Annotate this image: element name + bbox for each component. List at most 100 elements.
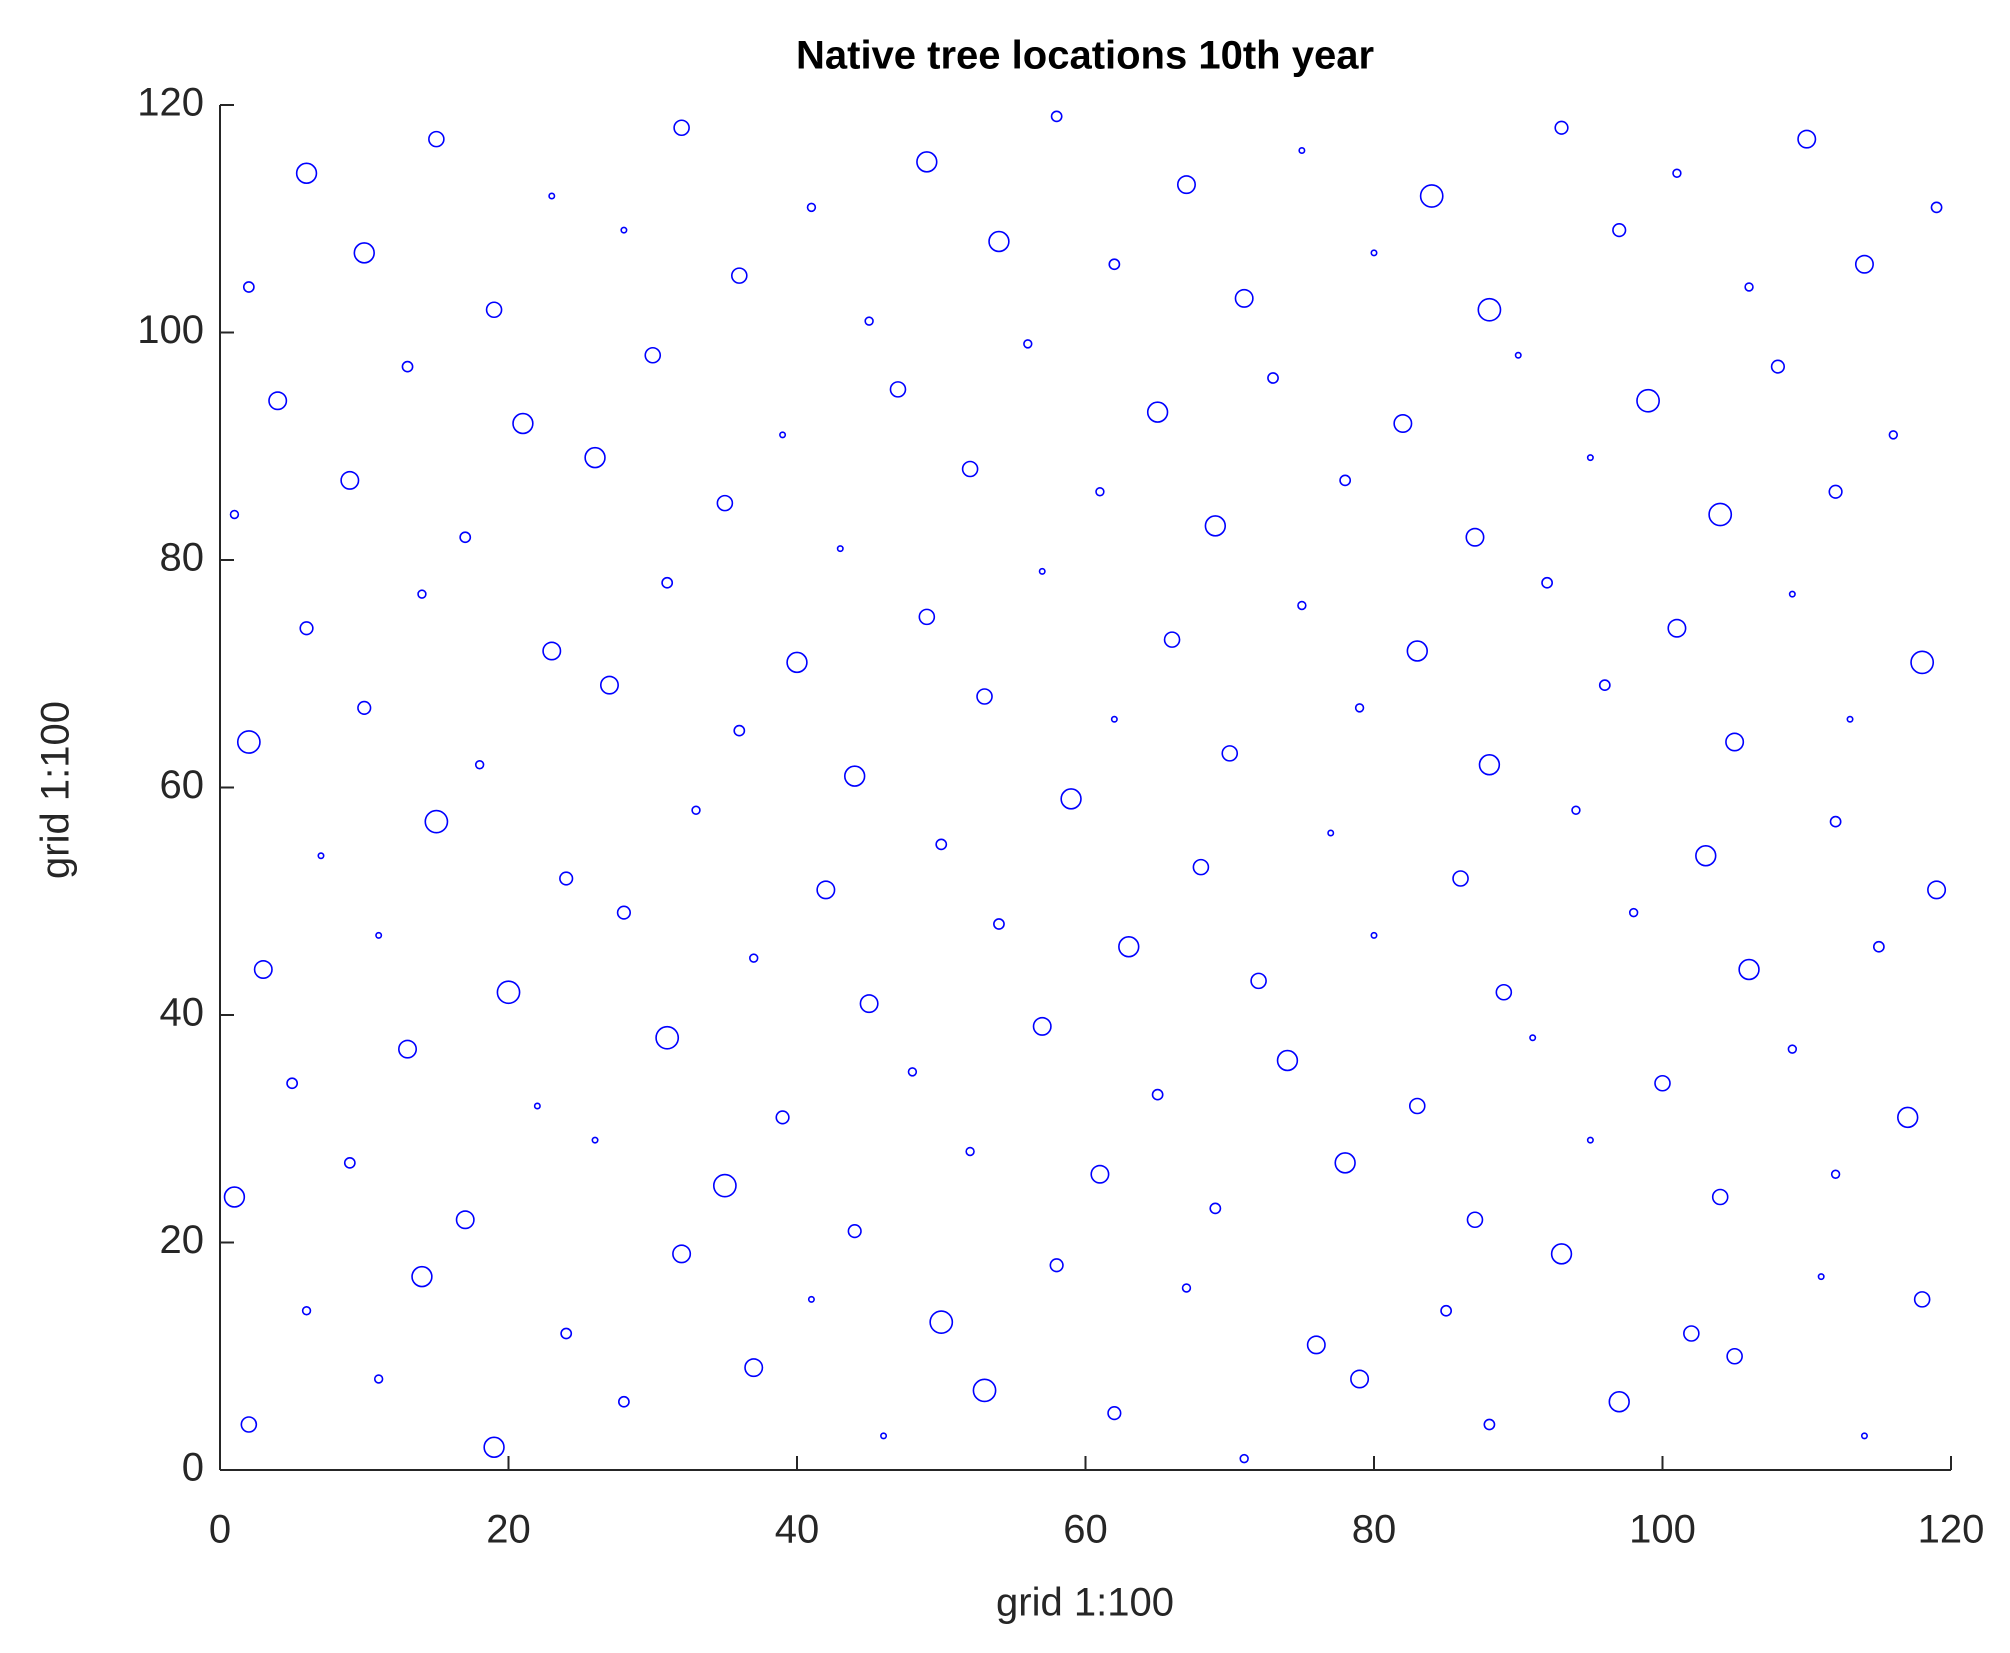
tree-marker xyxy=(533,1102,541,1110)
y-tick-label: 40 xyxy=(160,991,205,1035)
tree-marker xyxy=(836,545,844,553)
tree-marker xyxy=(1060,788,1082,810)
tree-marker xyxy=(268,391,288,411)
tree-marker xyxy=(1586,454,1594,462)
tree-marker xyxy=(584,446,606,469)
tree-marker xyxy=(1828,484,1843,499)
tree-marker xyxy=(972,1378,997,1403)
y-tick-label: 100 xyxy=(137,308,204,352)
tree-marker xyxy=(1146,401,1169,423)
tree-marker xyxy=(1830,1169,1841,1179)
tree-marker xyxy=(542,641,562,661)
tree-marker xyxy=(299,621,314,636)
y-axis-label: grid 1:100 xyxy=(34,701,78,879)
tree-marker xyxy=(1298,147,1306,155)
tree-marker xyxy=(1529,1034,1537,1042)
tree-marker xyxy=(929,1310,954,1335)
tree-marker xyxy=(889,381,907,398)
tree-marker xyxy=(548,192,556,200)
tree-marker xyxy=(1163,631,1181,648)
tree-marker xyxy=(712,1173,737,1198)
tree-marker xyxy=(240,1416,258,1433)
tree-marker xyxy=(1350,1369,1370,1389)
tree-marker xyxy=(807,1295,815,1303)
tree-marker xyxy=(907,1067,918,1077)
tree-marker xyxy=(1478,754,1501,776)
tree-marker xyxy=(1744,282,1754,292)
tree-marker xyxy=(1306,1335,1326,1355)
tree-marker xyxy=(616,905,632,920)
tree-marker xyxy=(1334,1152,1356,1174)
tree-marker xyxy=(373,1374,384,1384)
tree-marker xyxy=(1408,1097,1426,1115)
x-tick-label: 120 xyxy=(1918,1508,1985,1552)
tree-marker xyxy=(411,1265,433,1288)
tree-marker xyxy=(1204,515,1227,537)
tree-marker xyxy=(847,1224,862,1239)
tree-marker xyxy=(1654,1074,1671,1092)
tree-marker xyxy=(424,809,449,834)
y-tick-label: 0 xyxy=(182,1446,204,1490)
tree-marker xyxy=(672,1244,692,1264)
tree-marker xyxy=(620,226,628,234)
tree-marker xyxy=(1465,527,1485,547)
tree-marker xyxy=(859,994,879,1014)
tree-marker xyxy=(961,460,979,478)
tree-marker xyxy=(1711,1188,1729,1206)
x-tick-label: 80 xyxy=(1352,1508,1397,1552)
tree-marker xyxy=(317,852,325,860)
tree-marker xyxy=(1032,1016,1052,1036)
tree-marker xyxy=(398,1039,418,1059)
tree-marker xyxy=(733,724,746,737)
tree-marker xyxy=(560,1327,573,1340)
tree-marker xyxy=(242,281,255,293)
chart-title: Native tree locations 10th year xyxy=(796,34,1374,78)
tree-marker xyxy=(916,151,938,173)
tree-marker xyxy=(455,1210,475,1230)
tree-marker xyxy=(880,1432,888,1440)
tree-marker xyxy=(1829,815,1842,828)
tree-marker xyxy=(1541,576,1553,589)
tree-marker xyxy=(1327,829,1335,837)
tree-marker xyxy=(1477,297,1502,322)
tree-marker xyxy=(786,651,808,674)
tree-marker xyxy=(644,346,662,364)
tree-marker xyxy=(1297,600,1307,611)
tree-marker xyxy=(1339,474,1352,487)
tree-marker xyxy=(1612,223,1627,238)
tree-marker xyxy=(1107,1406,1122,1421)
tree-marker xyxy=(483,1436,505,1458)
tree-marker xyxy=(1495,983,1513,1001)
tree-marker xyxy=(599,675,619,695)
tree-marker xyxy=(1872,940,1885,953)
tree-marker xyxy=(1406,640,1428,662)
tree-marker xyxy=(1854,254,1874,274)
x-tick-label: 20 xyxy=(486,1508,531,1552)
tree-marker xyxy=(1695,845,1717,867)
tree-marker xyxy=(1419,184,1444,208)
tree-marker xyxy=(375,931,383,939)
tree-marker xyxy=(1209,1202,1222,1215)
tree-marker xyxy=(993,918,1005,930)
tree-marker xyxy=(1571,805,1581,815)
tree-marker xyxy=(1452,870,1469,887)
tree-marker xyxy=(1628,907,1639,918)
tree-marker xyxy=(1514,351,1522,359)
tree-marker xyxy=(1090,1164,1110,1184)
tree-marker xyxy=(343,1156,356,1169)
tree-marker xyxy=(1181,1283,1192,1293)
tree-marker xyxy=(1354,703,1365,713)
tree-marker xyxy=(459,531,472,544)
tree-marker xyxy=(655,1025,680,1050)
tree-marker xyxy=(1910,650,1935,675)
tree-marker xyxy=(1023,339,1033,349)
tree-marker xyxy=(730,267,748,284)
tree-marker xyxy=(935,838,948,851)
tree-marker xyxy=(1221,745,1239,762)
tree-marker xyxy=(1050,110,1063,123)
tree-marker xyxy=(1250,972,1267,990)
y-tick-label: 80 xyxy=(160,536,205,580)
tree-marker xyxy=(1738,958,1760,981)
tree-marker xyxy=(1276,1049,1299,1072)
